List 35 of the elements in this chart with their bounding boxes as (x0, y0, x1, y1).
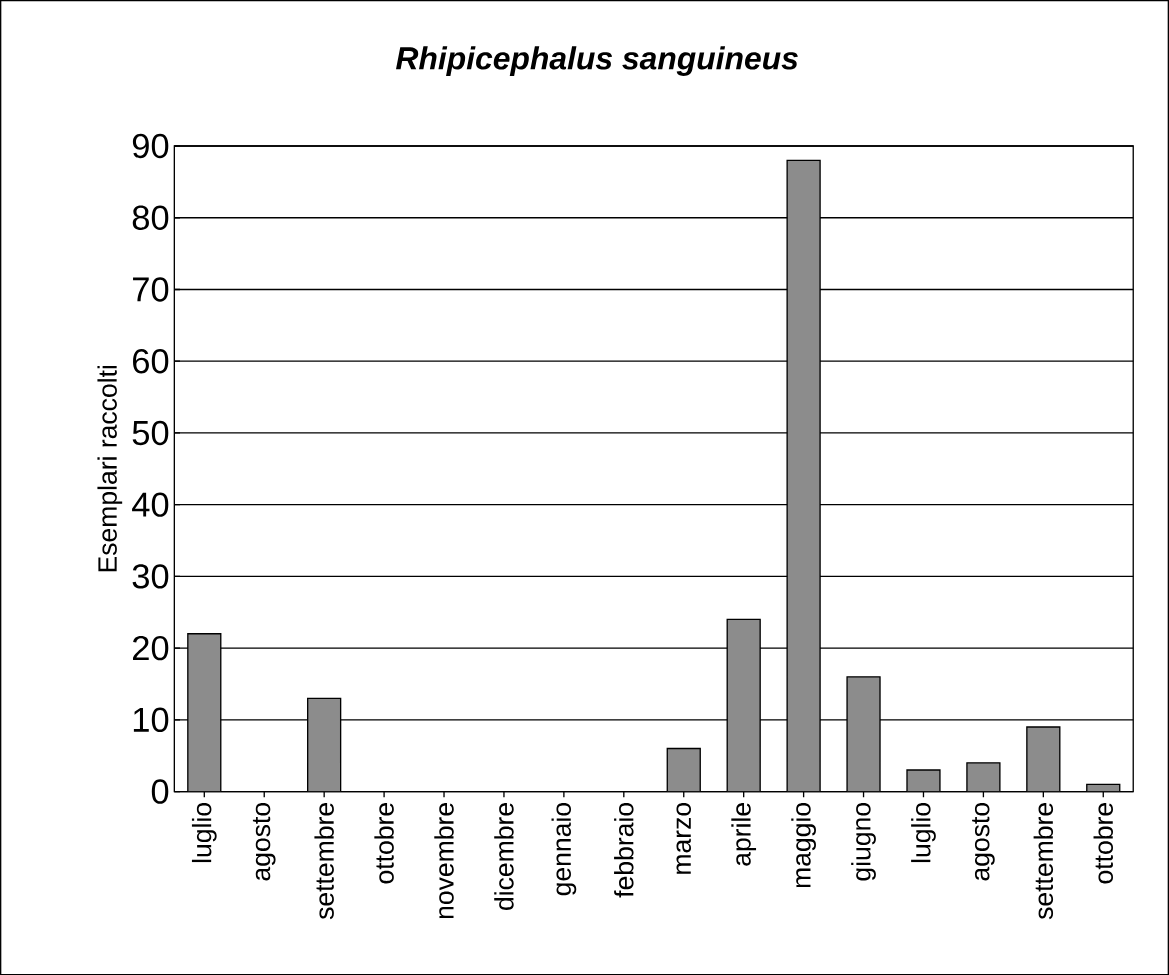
x-tick-label: luglio (191, 802, 217, 862)
bar (846, 675, 881, 792)
x-tick-label: ottobre (1093, 802, 1113, 884)
chart-title: Rhipicephalus sanguineus (396, 46, 798, 76)
bar (187, 632, 222, 792)
x-tick-label: settembre (1033, 802, 1054, 920)
y-tick-label: 30 (132, 563, 169, 589)
x-tick-label: febbraio (614, 802, 634, 898)
x-tick-label: giugno (851, 802, 876, 881)
y-tick-label: 40 (132, 492, 169, 517)
x-tick-label: aprile (731, 802, 757, 866)
y-tick-label: 10 (133, 707, 169, 732)
y-tick-label: 0 (151, 779, 169, 804)
bar (307, 697, 342, 792)
x-tick-label: ottobre (374, 802, 394, 884)
x-tick-label: dicembre (494, 802, 514, 910)
y-tick-label: 80 (132, 205, 169, 230)
bar (726, 618, 761, 792)
y-tick-label: 90 (132, 133, 169, 159)
x-tick-label: novembre (434, 802, 454, 918)
bar (786, 159, 821, 792)
y-tick-label: 60 (133, 348, 169, 374)
y-axis-title: Esemplari raccolti (97, 365, 123, 572)
x-tick-label: marzo (676, 802, 692, 874)
bar (1026, 726, 1061, 792)
x-tick-label: agosto (972, 802, 995, 881)
x-tick-label: agosto (252, 802, 276, 881)
y-tick-label: 70 (133, 277, 169, 302)
x-tick-label: settembre (314, 802, 334, 920)
y-tick-label: 20 (133, 635, 169, 661)
x-tick-label: maggio (791, 802, 816, 888)
bar (666, 747, 701, 792)
x-tick-label: gennaio (551, 802, 577, 896)
x-tick-label: luglio (911, 802, 936, 862)
y-tick-label: 50 (132, 420, 169, 445)
